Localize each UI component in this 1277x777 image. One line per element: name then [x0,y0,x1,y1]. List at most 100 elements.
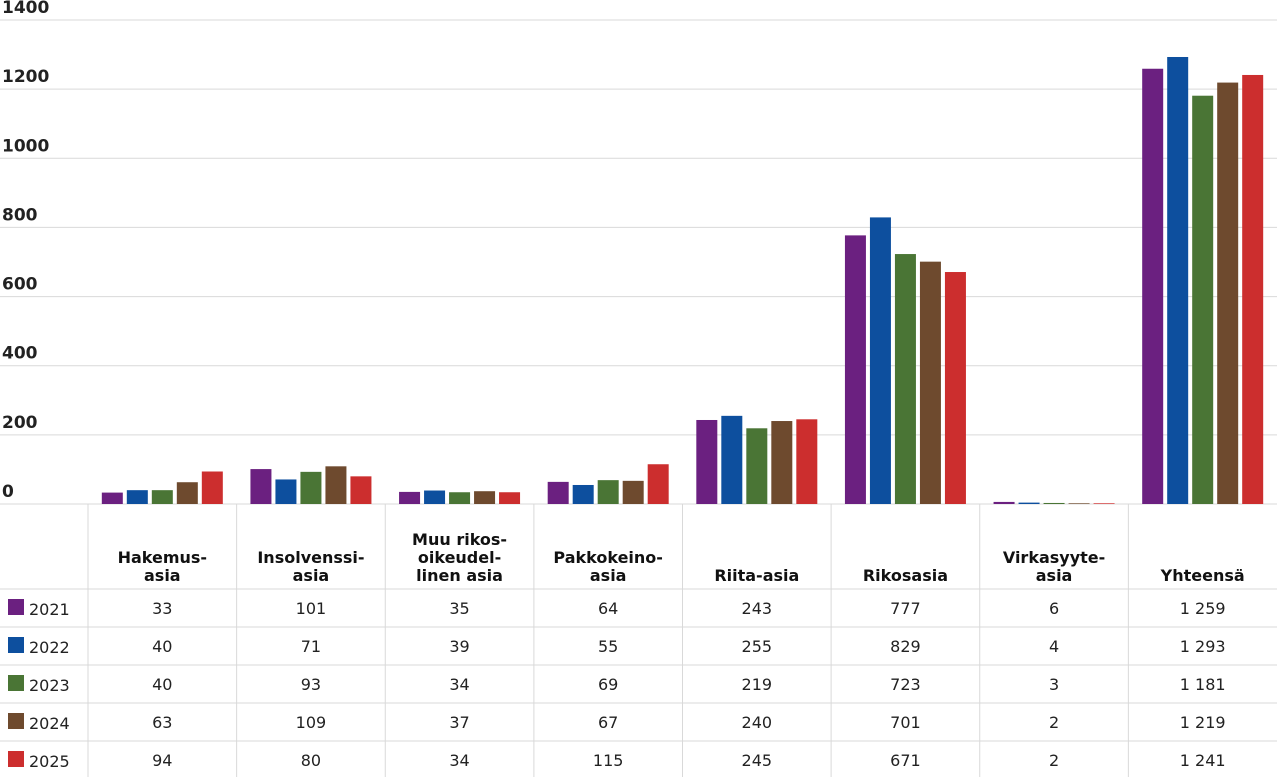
table-cell: 723 [890,675,921,694]
bar-2025-4 [796,419,818,504]
bar-2022-3 [572,484,594,504]
bar-2023-2 [449,492,471,504]
table-cell: 94 [152,751,172,770]
y-tick-label: 600 [2,275,38,295]
legend-swatch-2022 [8,637,24,653]
bar-2022-1 [275,479,297,504]
table-cell: 219 [742,675,773,694]
category-label: asia [293,566,330,585]
legend-label-2022: 2022 [29,638,70,657]
category-label: Pakkokeino- [553,548,663,567]
table-cell: 4 [1049,637,1059,656]
legend-swatch-2023 [8,675,24,691]
y-tick-label: 0 [2,482,14,502]
table-cell: 71 [301,637,321,656]
table-cell: 777 [890,599,921,618]
bar-2021-6 [993,501,1015,504]
table-cell: 101 [296,599,327,618]
table-cell: 1 259 [1180,599,1226,618]
table-cell: 34 [449,675,469,694]
table-cell: 93 [301,675,321,694]
legend-label-2024: 2024 [29,714,70,733]
table-cell: 64 [598,599,618,618]
table-cell: 55 [598,637,618,656]
category-label: Yhteensä [1160,566,1245,585]
table-cell: 671 [890,751,921,770]
bar-2023-7 [1192,95,1214,504]
bar-2021-1 [250,469,272,504]
category-label: Rikosasia [863,566,948,585]
bar-2021-5 [844,235,866,504]
category-label: Muu rikos- [412,530,507,549]
bar-2022-7 [1167,56,1189,505]
bar-2024-6 [1068,503,1090,504]
table-cell: 240 [742,713,773,732]
bar-2025-2 [499,492,521,504]
bar-2024-1 [325,466,347,504]
table-cell: 6 [1049,599,1059,618]
category-label: Hakemus- [118,548,207,567]
bar-2024-0 [176,482,198,504]
table-cell: 3 [1049,675,1059,694]
category-label: asia [590,566,627,585]
table-cell: 2 [1049,751,1059,770]
bar-2022-0 [126,490,148,504]
bar-2023-6 [1043,502,1065,504]
y-tick-label: 1400 [2,0,49,18]
category-label: Virkasyyte- [1003,548,1105,567]
table-cell: 255 [742,637,773,656]
bar-2025-3 [647,464,669,504]
table-cell: 1 181 [1180,675,1226,694]
table-cell: 37 [449,713,469,732]
table-cell: 109 [296,713,327,732]
legend-swatch-2025 [8,751,24,767]
bar-2023-3 [597,480,619,504]
category-label: Riita-asia [714,566,799,585]
bar-2021-7 [1142,68,1164,504]
bar-2025-1 [350,476,372,504]
table-cell: 33 [152,599,172,618]
table-cell: 63 [152,713,172,732]
bar-2023-0 [151,490,173,504]
table-cell: 245 [742,751,773,770]
legend-label-2021: 2021 [29,600,70,619]
y-tick-label: 800 [2,205,38,225]
legend-swatch-2024 [8,713,24,729]
bar-2023-4 [746,428,768,504]
table-cell: 39 [449,637,469,656]
bar-2024-7 [1217,82,1239,505]
table-cell: 35 [449,599,469,618]
y-tick-label: 200 [2,413,38,433]
legend-label-2023: 2023 [29,676,70,695]
y-tick-label: 1200 [2,67,49,87]
bar-2024-3 [622,480,644,504]
table-cell: 34 [449,751,469,770]
bar-2023-1 [300,471,322,504]
bar-2024-4 [771,421,793,504]
bar-2023-5 [894,254,916,504]
table-cell: 67 [598,713,618,732]
category-label: Insolvenssi- [257,548,364,567]
legend-swatch-2021 [8,599,24,615]
bar-2025-7 [1242,74,1264,505]
bar-2022-4 [721,415,743,504]
table-cell: 40 [152,675,172,694]
y-tick-label: 400 [2,344,38,364]
table-cell: 701 [890,713,921,732]
table-cell: 69 [598,675,618,694]
table-cell: 115 [593,751,624,770]
bar-2022-6 [1018,502,1040,504]
category-label: asia [1036,566,1073,585]
table-cell: 1 293 [1180,637,1226,656]
bar-2024-5 [919,261,941,504]
bar-2021-3 [547,481,569,504]
category-label: asia [144,566,181,585]
legend-label-2025: 2025 [29,752,70,771]
table-cell: 1 241 [1180,751,1226,770]
bar-2025-5 [944,272,966,504]
bar-2025-6 [1093,503,1115,504]
table-cell: 80 [301,751,321,770]
table-cell: 1 219 [1180,713,1226,732]
bar-2022-2 [424,490,446,504]
